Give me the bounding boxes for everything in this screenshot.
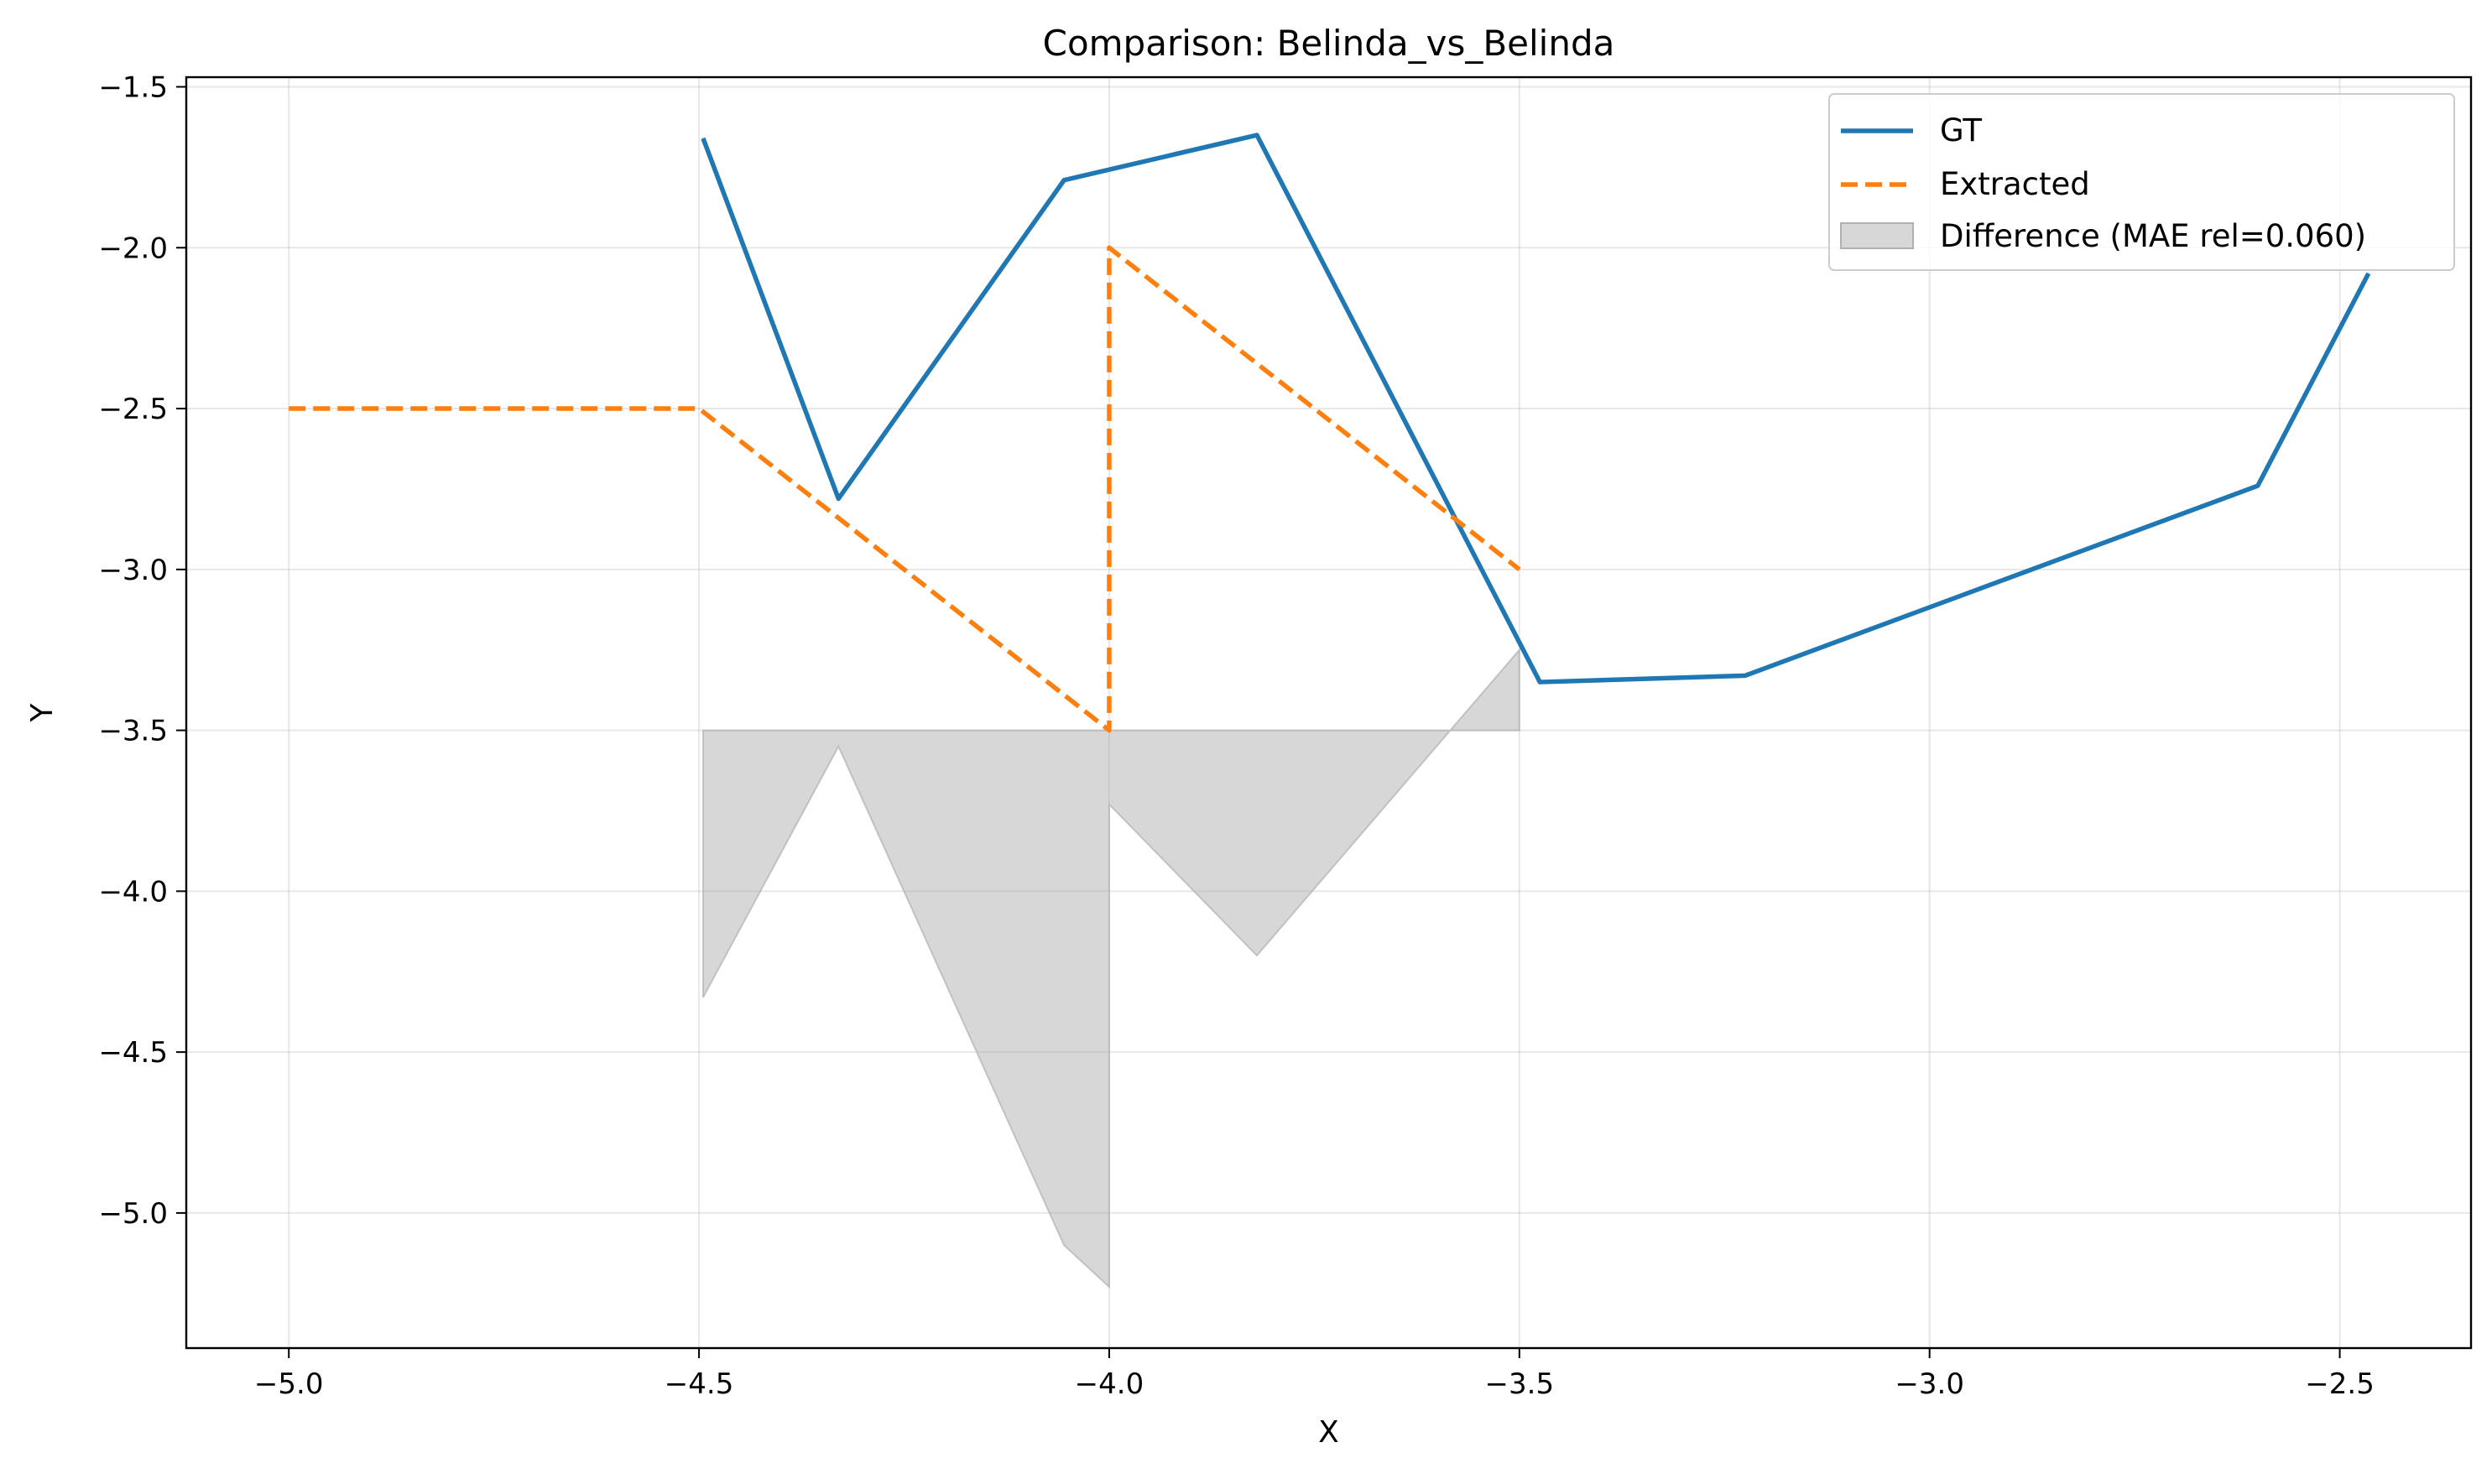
chart-title: Comparison: Belinda_vs_Belinda: [1043, 23, 1615, 64]
gt-point: [1744, 674, 1746, 676]
legend-box: [1828, 93, 2455, 271]
x-axis-label: X: [1318, 1415, 1339, 1450]
gt-point: [1256, 134, 1258, 136]
series-layer: [288, 133, 2371, 733]
x-tick-label: −3.5: [1485, 1367, 1555, 1401]
x-tick-label: −4.0: [1075, 1367, 1144, 1401]
legend-gt-label: GT: [1940, 112, 1982, 148]
gt-point: [1539, 681, 1541, 683]
difference-layer: [701, 648, 1520, 1289]
difference-area: [701, 648, 1520, 1289]
y-axis-label: Y: [25, 703, 60, 723]
ticks-layer: −5.0 −4.5 −4.0 −3.5 −3.0 −2.5 −1.5 −2.0 −2.5 −3.0…: [98, 71, 2374, 1401]
x-tick-label: −2.5: [2305, 1367, 2375, 1401]
y-tick-label: −4.5: [98, 1036, 168, 1070]
x-tick-label: −4.5: [665, 1367, 734, 1401]
y-tick-label: −4.0: [98, 875, 168, 909]
gt-point: [837, 497, 839, 499]
plot-frame: [185, 76, 2473, 1350]
x-tick-label: −3.0: [1895, 1367, 1964, 1401]
y-tick-label: −2.0: [98, 232, 168, 265]
gt-line: [701, 133, 2371, 685]
y-tick-label: −5.0: [98, 1197, 168, 1231]
y-tick-label: −3.0: [98, 554, 168, 587]
x-tick-label: −5.0: [254, 1367, 324, 1401]
extracted-point: [1519, 569, 1520, 570]
legend-difference-label: Difference (MAE rel=0.060): [1940, 218, 2366, 254]
y-tick-label: −2.5: [98, 393, 168, 426]
y-tick-label: −3.5: [98, 715, 168, 748]
extracted-point: [1108, 247, 1110, 248]
legend-difference-swatch: [1840, 222, 1914, 249]
extracted-point: [1108, 730, 1110, 732]
legend-extracted-label: Extracted: [1940, 166, 2090, 202]
legend: GT Extracted Difference (MAE rel=0.060): [1828, 93, 2455, 271]
gt-point: [2257, 485, 2259, 487]
y-tick-label: −1.5: [98, 71, 168, 105]
